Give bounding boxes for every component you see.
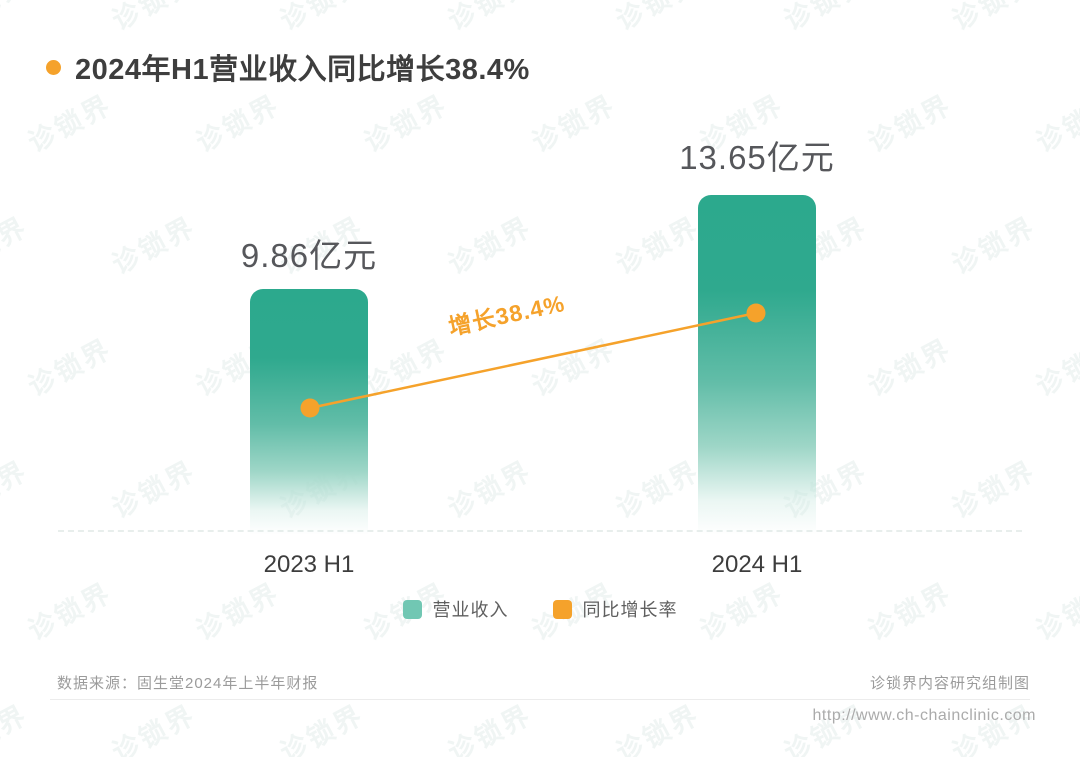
data-source-note: 数据来源：固生堂2024年上半年财报 <box>57 675 319 692</box>
legend-item: 同比增长率 <box>552 596 678 622</box>
axis-baseline <box>58 530 1022 532</box>
chart-legend: 营业收入 同比增长率 <box>0 596 1080 622</box>
legend-swatch-icon <box>402 599 422 619</box>
credit-note: 诊锁界内容研究组制图 <box>869 675 1030 692</box>
revenue-bar-2024-h1 <box>698 195 816 535</box>
bar-value-label: 9.86亿元 <box>240 237 378 274</box>
website-url: http://www.ch-chainclinic.com <box>812 707 1036 724</box>
legend-label: 营业收入 <box>432 600 509 620</box>
x-axis-label: 2024 H1 <box>711 551 803 578</box>
title-bullet-icon <box>46 59 61 75</box>
growth-point-2023 <box>300 398 320 418</box>
growth-line <box>309 311 757 410</box>
legend-swatch-icon <box>552 599 572 619</box>
chart-header: 2024年H1营业收入同比增长38.4% <box>46 46 530 88</box>
legend-label: 同比增长率 <box>582 600 678 620</box>
bar-value-label: 13.65亿元 <box>679 139 835 176</box>
page-title: 2024年H1营业收入同比增长38.4% <box>75 54 530 86</box>
footer-divider <box>50 699 1030 700</box>
legend-item: 营业收入 <box>402 596 509 622</box>
x-axis-label: 2023 H1 <box>263 551 355 578</box>
growth-point-2024 <box>746 303 766 323</box>
